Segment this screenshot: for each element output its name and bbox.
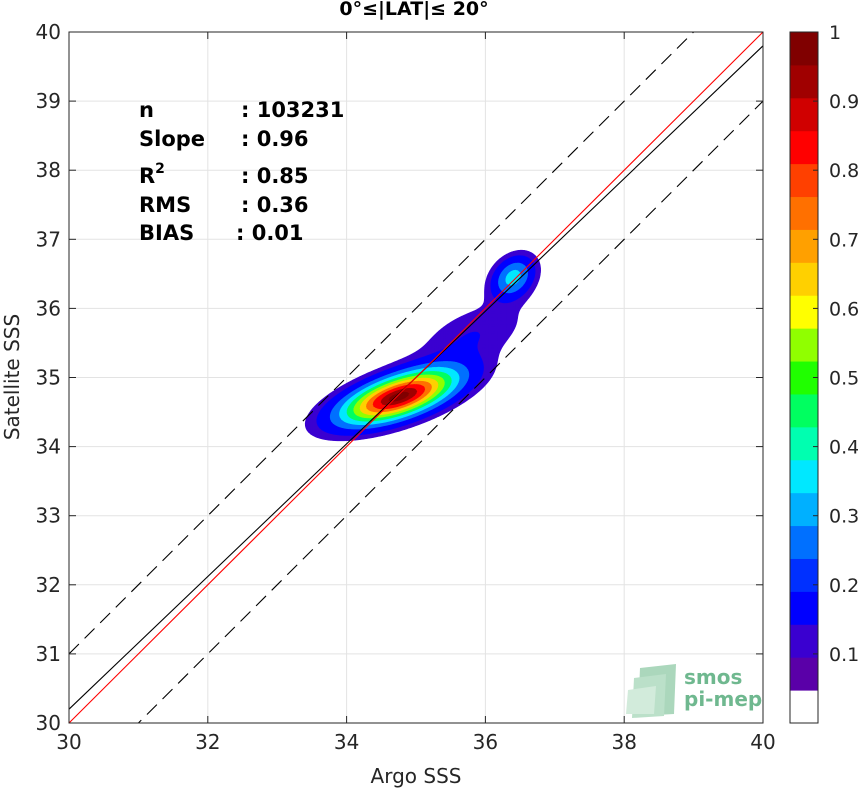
colorbar-segment <box>790 558 818 592</box>
colorbar-segment <box>790 393 818 428</box>
smos-pi-mep-logo: smos pi-mep <box>626 664 762 718</box>
x-axis-label: Argo SSS <box>371 764 462 788</box>
y-tick-label: 36 <box>36 296 61 320</box>
stat-label: Slope <box>139 127 205 151</box>
reference-lines <box>69 32 763 723</box>
colorbar-tick-label: 0.6 <box>829 298 858 320</box>
x-tick-label: 36 <box>473 730 498 754</box>
colorbar-tick-label: 0.3 <box>829 506 858 528</box>
y-tick-label: 37 <box>36 227 61 251</box>
stat-label: R2 <box>139 161 165 188</box>
y-tick-label: 39 <box>36 89 61 113</box>
colorbar-tick-label: 0.5 <box>829 368 858 390</box>
stat-label: n <box>139 98 154 122</box>
lower-bound-line <box>137 100 763 723</box>
density-contours <box>304 249 541 442</box>
y-tick-label: 32 <box>36 573 61 597</box>
stat-label-superscript: 2 <box>155 161 165 177</box>
stats-box: n : 103231 Slope : 0.96 R2 : 0.85 RMS : 0.36 BIA… <box>139 98 344 245</box>
colorbar-tick-label: 0.7 <box>829 229 858 251</box>
colorbar-segment <box>790 426 818 461</box>
logo-text-pi-mep: pi-mep <box>684 687 762 711</box>
colorbar-segment <box>790 32 818 66</box>
y-axis-label: Satellite SSS <box>0 314 24 440</box>
colorbar-segment <box>790 690 818 724</box>
x-tick-label: 40 <box>750 730 775 754</box>
colorbar-tick-label: 0.1 <box>829 644 858 666</box>
x-tick-label: 38 <box>611 730 636 754</box>
colorbar-segment <box>790 196 818 230</box>
stat-value: : 103231 <box>241 98 344 122</box>
y-tick-label: 38 <box>36 158 61 182</box>
chart-title: 0°≤|LAT|≤ 20° <box>339 0 488 20</box>
colorbar-segment <box>790 657 818 691</box>
stat-value: : 0.36 <box>241 193 309 217</box>
colorbar-segment <box>790 229 818 263</box>
x-axis-ticks: 30 32 34 36 38 40 <box>56 32 776 754</box>
stat-value: : 0.85 <box>241 164 309 188</box>
colorbar-segment <box>790 130 818 165</box>
stat-value: : 0.01 <box>236 221 304 245</box>
x-tick-label: 34 <box>334 730 359 754</box>
y-axis-ticks: 30 31 32 33 34 35 36 37 38 39 40 <box>36 20 763 735</box>
colorbar-segment <box>790 459 818 494</box>
colorbar-segment <box>790 97 818 132</box>
logo-mark-icon <box>626 664 676 718</box>
y-tick-label: 33 <box>36 504 61 528</box>
colorbar-tick-label: 0.8 <box>829 160 858 182</box>
colorbar-segment <box>790 328 818 362</box>
x-tick-label: 32 <box>195 730 220 754</box>
stat-label: BIAS <box>139 221 194 245</box>
y-tick-label: 34 <box>36 435 61 459</box>
x-tick-label: 30 <box>56 730 81 754</box>
identity-line <box>69 32 763 723</box>
colorbar-segment <box>790 64 818 99</box>
y-tick-label: 40 <box>36 20 61 44</box>
stat-label: RMS <box>139 193 191 217</box>
colorbar-tick-label: 1 <box>829 22 841 44</box>
logo-text-smos: smos <box>684 665 742 689</box>
colorbar-tick-label: 0.9 <box>829 91 858 113</box>
colorbar-segment <box>790 492 818 527</box>
colorbar-segment <box>790 525 818 559</box>
colorbar-tick-label: 0.2 <box>829 575 858 597</box>
colorbar-segment <box>790 163 818 198</box>
y-tick-label: 31 <box>36 642 61 666</box>
colorbar-segment <box>790 262 818 296</box>
colorbar-segment <box>790 591 818 625</box>
colorbar-segment <box>790 295 818 329</box>
colorbar-segment <box>790 624 818 658</box>
upper-bound-line <box>69 32 695 655</box>
y-tick-label: 35 <box>36 366 61 390</box>
colorbar-tick-label: 0.4 <box>829 437 858 459</box>
y-tick-label: 30 <box>36 711 61 735</box>
colorbar: 0.1 0.2 0.3 0.4 0.5 0.6 0.7 0.8 0.9 1 <box>789 22 858 724</box>
stat-value: : 0.96 <box>241 127 309 151</box>
